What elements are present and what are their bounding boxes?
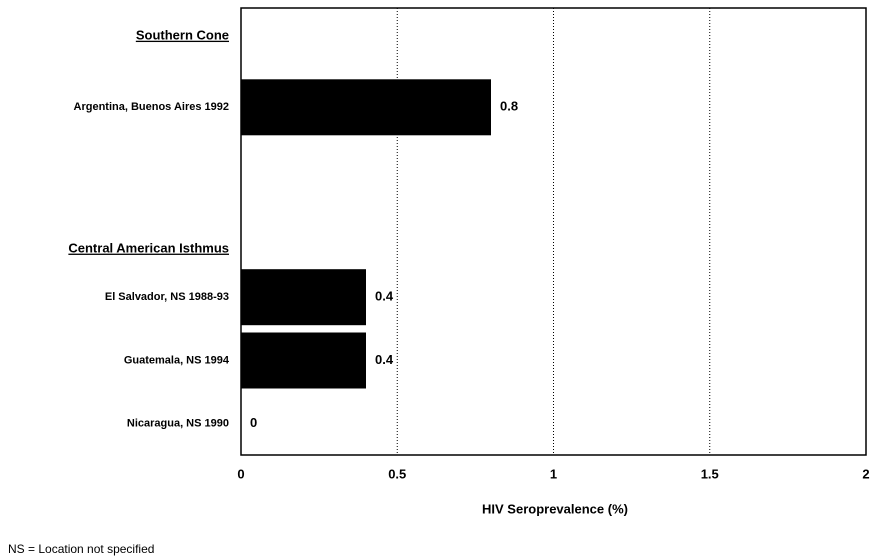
y-tick-label: El Salvador, NS 1988-93: [105, 291, 229, 303]
bar: [241, 332, 366, 389]
y-tick-label: Guatemala, NS 1994: [124, 354, 230, 366]
bar: [241, 269, 366, 326]
x-tick-label: 0.5: [388, 466, 406, 481]
x-tick-label: 0: [237, 466, 244, 481]
group-header: Southern Cone: [136, 28, 229, 43]
y-tick-label: Argentina, Buenos Aires 1992: [74, 101, 229, 113]
value-label: 0: [250, 415, 257, 430]
x-tick-label: 2: [862, 466, 869, 481]
bar: [241, 79, 491, 136]
value-label: 0.4: [375, 289, 394, 304]
value-label: 0.8: [500, 99, 518, 114]
x-tick-label: 1: [550, 466, 557, 481]
x-axis-label: HIV Seroprevalence (%): [482, 501, 628, 516]
footnote: NS = Location not specified: [8, 542, 154, 556]
group-header: Central American Isthmus: [68, 241, 229, 256]
x-tick-label: 1.5: [701, 466, 719, 481]
value-label: 0.4: [375, 352, 394, 367]
y-tick-label: Nicaragua, NS 1990: [127, 418, 229, 430]
